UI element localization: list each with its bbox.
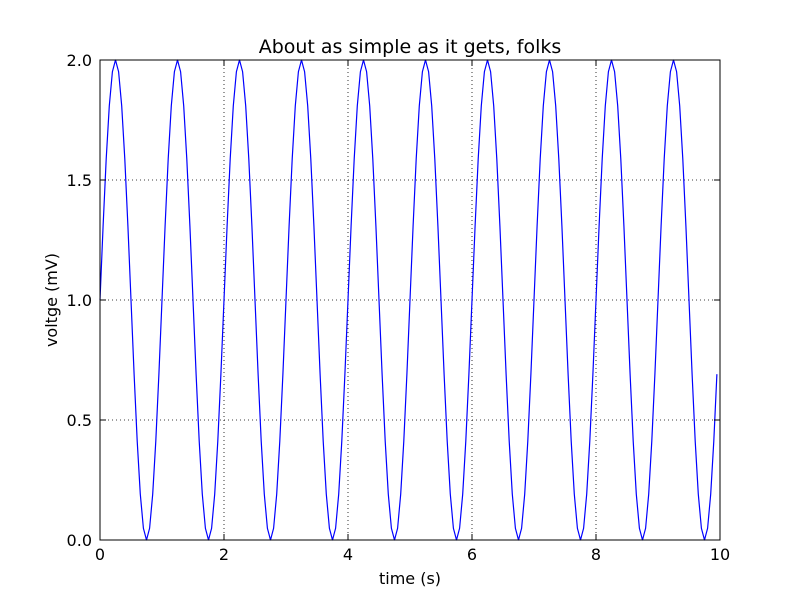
- y-tick-label: 2.0: [67, 51, 92, 70]
- x-axis-label: time (s): [379, 569, 441, 588]
- y-tick-label: 1.5: [67, 171, 92, 190]
- ticks: 0 2 4 6 8 10 0.0 0.5 1.0 1.5 2.0: [67, 51, 731, 564]
- x-tick-label: 10: [710, 545, 730, 564]
- series-line: [99, 59, 718, 541]
- x-tick-label: 0: [95, 545, 105, 564]
- x-tick-label: 8: [591, 545, 601, 564]
- y-axis-label: voltge (mV): [42, 253, 61, 347]
- chart-title: About as simple as it gets, folks: [259, 36, 562, 58]
- y-tick-label: 0.0: [67, 531, 92, 550]
- y-tick-label: 1.0: [67, 291, 92, 310]
- x-tick-label: 6: [467, 545, 477, 564]
- x-tick-label: 4: [343, 545, 353, 564]
- series-layer: [99, 59, 718, 541]
- y-tick-label: 0.5: [67, 411, 92, 430]
- x-tick-label: 2: [219, 545, 229, 564]
